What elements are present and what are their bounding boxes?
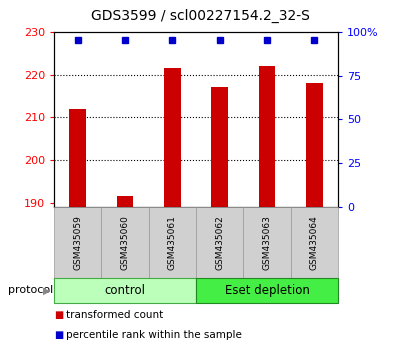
Text: GSM435061: GSM435061 bbox=[168, 215, 177, 270]
Text: GSM435063: GSM435063 bbox=[262, 215, 272, 270]
Text: Eset depletion: Eset depletion bbox=[224, 284, 310, 297]
Text: GSM435060: GSM435060 bbox=[120, 215, 130, 270]
Text: ■: ■ bbox=[54, 330, 63, 339]
Text: ■: ■ bbox=[54, 310, 63, 320]
Text: percentile rank within the sample: percentile rank within the sample bbox=[66, 330, 242, 339]
Bar bbox=[259, 66, 275, 207]
Bar bbox=[164, 68, 181, 207]
Bar bbox=[117, 196, 133, 207]
Text: GDS3599 / scl00227154.2_32-S: GDS3599 / scl00227154.2_32-S bbox=[90, 9, 310, 23]
Bar bbox=[211, 87, 228, 207]
Text: GSM435062: GSM435062 bbox=[215, 215, 224, 270]
Text: GSM435064: GSM435064 bbox=[310, 215, 319, 270]
Text: ▶: ▶ bbox=[44, 285, 51, 295]
Text: control: control bbox=[104, 284, 146, 297]
Text: transformed count: transformed count bbox=[66, 310, 163, 320]
Text: protocol: protocol bbox=[8, 285, 53, 295]
Bar bbox=[306, 83, 323, 207]
Text: GSM435059: GSM435059 bbox=[73, 215, 82, 270]
Bar bbox=[69, 109, 86, 207]
